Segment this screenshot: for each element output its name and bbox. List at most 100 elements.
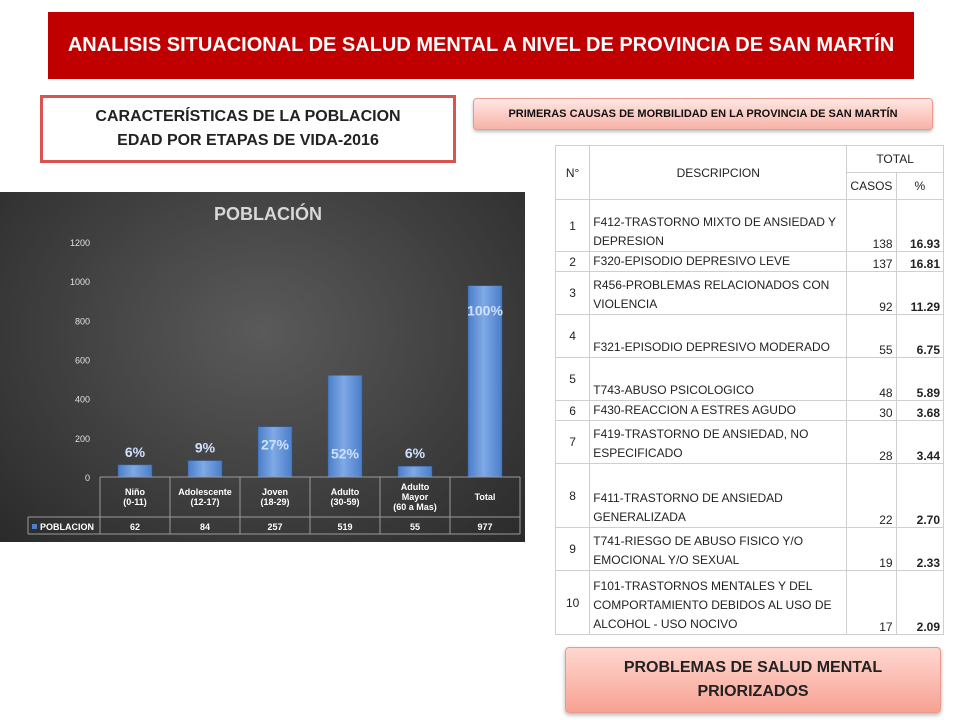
bar-data-label: 100% [467,303,503,319]
row-number: 3 [554,271,591,315]
row-percent: 16.81 [895,251,945,272]
row-percent: 2.33 [895,527,945,571]
x-category-label: Adulto [331,487,360,497]
y-tick-label: 800 [75,316,90,326]
population-heading-box: CARACTERÍSTICAS DE LA POBLACION EDAD POR… [40,95,456,163]
row-number: 2 [554,251,591,272]
row-cases: 30 [846,400,897,421]
col-header-casos: CASOS [846,172,897,200]
row-cases: 19 [846,527,897,571]
morbidity-table: N° DESCRIPCION TOTAL CASOS % 1 F412-TRAST… [554,145,945,635]
row-number: 6 [554,400,591,421]
prioritized-problems-button[interactable]: PROBLEMAS DE SALUD MENTAL PRIORIZADOS [565,647,941,713]
bar-data-label: 6% [125,444,146,460]
row-cases: 55 [846,314,897,358]
table-row: 10 F101-TRASTORNOS MENTALES Y DEL COMPORT… [554,570,945,635]
row-percent: 6.75 [895,314,945,358]
row-description: F419-TRASTORNO DE ANSIEDAD, NO ESPECIFIC… [589,420,848,464]
row-cases: 17 [846,570,897,635]
table-row: 3 R456-PROBLEMAS RELACIONADOS CON VIOLENC… [554,271,945,315]
table-row: 8 F411-TRASTORNO DE ANSIEDAD GENERALIZADA… [554,463,945,528]
y-tick-label: 200 [75,434,90,444]
prioritized-problems-line2: PRIORIZADOS [697,683,809,700]
x-category-label: Total [475,492,496,502]
table-row: 9 T741-RIESGO DE ABUSO FISICO Y/O EMOCION… [554,527,945,571]
row-description: T743-ABUSO PSICOLOGICO [589,357,848,401]
row-cases: 137 [846,251,897,272]
table-value: 257 [267,522,282,532]
y-tick-label: 1200 [70,238,90,248]
row-description: F430-REACCION A ESTRES AGUDO [589,400,848,421]
x-category-label: (0-11) [123,497,147,507]
morbidity-heading-label: PRIMERAS CAUSAS DE MORBILIDAD EN LA PROV… [508,108,898,120]
row-cases: 22 [846,463,897,528]
population-heading-line1: CARACTERÍSTICAS DE LA POBLACION [95,108,401,125]
bar-data-label: 6% [405,445,426,461]
table-row: 5 T743-ABUSO PSICOLOGICO 48 5.89 [554,357,945,401]
row-percent: 2.70 [895,463,945,528]
x-category-label: Joven [262,487,288,497]
bar [467,285,503,478]
row-number: 7 [554,420,591,464]
table-row: 4 F321-EPISODIO DEPRESIVO MODERADO 55 6.75 [554,314,945,358]
table-value: 55 [410,522,420,532]
row-percent: 16.93 [895,199,945,252]
page-title: ANALISIS SITUACIONAL DE SALUD MENTAL A N… [48,12,914,79]
table-value: 519 [337,522,352,532]
row-percent: 5.89 [895,357,945,401]
row-description: R456-PROBLEMAS RELACIONADOS CON VIOLENCI… [589,271,848,315]
row-cases: 138 [846,199,897,252]
bar [257,426,293,478]
bar-data-label: 9% [195,440,216,456]
table-header-row: N° DESCRIPCION TOTAL [554,145,944,200]
morbidity-heading-button[interactable]: PRIMERAS CAUSAS DE MORBILIDAD EN LA PROV… [473,98,933,130]
table-value: 84 [200,522,210,532]
row-number: 1 [554,199,591,252]
bar [117,464,153,478]
table-value: 977 [477,522,492,532]
row-cases: 48 [846,357,897,401]
bar [397,465,433,478]
row-description: F320-EPISODIO DEPRESIVO LEVE [589,251,848,272]
legend-key [32,524,37,529]
x-category-label: (60 a Mas) [393,502,437,512]
row-number: 10 [554,570,591,635]
row-description: F411-TRASTORNO DE ANSIEDAD GENERALIZADA [589,463,848,528]
x-category-label: (18-29) [260,497,289,507]
table-row: 2 F320-EPISODIO DEPRESIVO LEVE 137 16.81 [554,251,945,272]
x-category-label: Mayor [402,492,429,502]
chart-title: POBLACIÓN [214,203,322,224]
x-category-label: Niño [125,487,145,497]
col-header-total: TOTAL [846,145,944,173]
row-cases: 92 [846,271,897,315]
row-number: 5 [554,357,591,401]
y-tick-label: 400 [75,395,90,405]
row-percent: 3.44 [895,420,945,464]
population-chart: POBLACIÓN 0 200 400 600 800 1000 1200 6% 9% 27% 52%… [0,192,525,542]
prioritized-problems-line1: PROBLEMAS DE SALUD MENTAL [623,659,883,676]
table-row: 6 F430-REACCION A ESTRES AGUDO 30 3.68 [554,400,945,421]
y-tick-label: 600 [75,356,90,366]
table-value: 62 [130,522,140,532]
x-category-label: Adulto [401,482,430,492]
x-category-label: Adolescente [178,487,232,497]
row-cases: 28 [846,420,897,464]
row-number: 9 [554,527,591,571]
row-description: F412-TRASTORNO MIXTO DE ANSIEDAD Y DEPRE… [589,199,848,252]
table-subheader-row: CASOS % [556,172,945,200]
row-description: F101-TRASTORNOS MENTALES Y DEL COMPORTAM… [589,570,848,635]
page-title-text: ANALISIS SITUACIONAL DE SALUD MENTAL A N… [67,34,895,56]
x-category-label: (30-59) [330,497,359,507]
row-description: F321-EPISODIO DEPRESIVO MODERADO [589,314,848,358]
y-tick-label: 1000 [70,277,90,287]
row-percent: 11.29 [895,271,945,315]
y-tick-label: 0 [85,473,90,483]
col-header-n: N° [554,145,591,200]
bar-data-label: 52% [331,445,360,461]
legend-series-name: POBLACION [40,522,94,532]
col-header-desc: DESCRIPCION [589,145,848,200]
bar [327,375,363,478]
table-row: 1 F412-TRASTORNO MIXTO DE ANSIEDAD Y DEPR… [554,199,945,252]
bar [187,460,223,478]
x-category-label: (12-17) [190,497,219,507]
